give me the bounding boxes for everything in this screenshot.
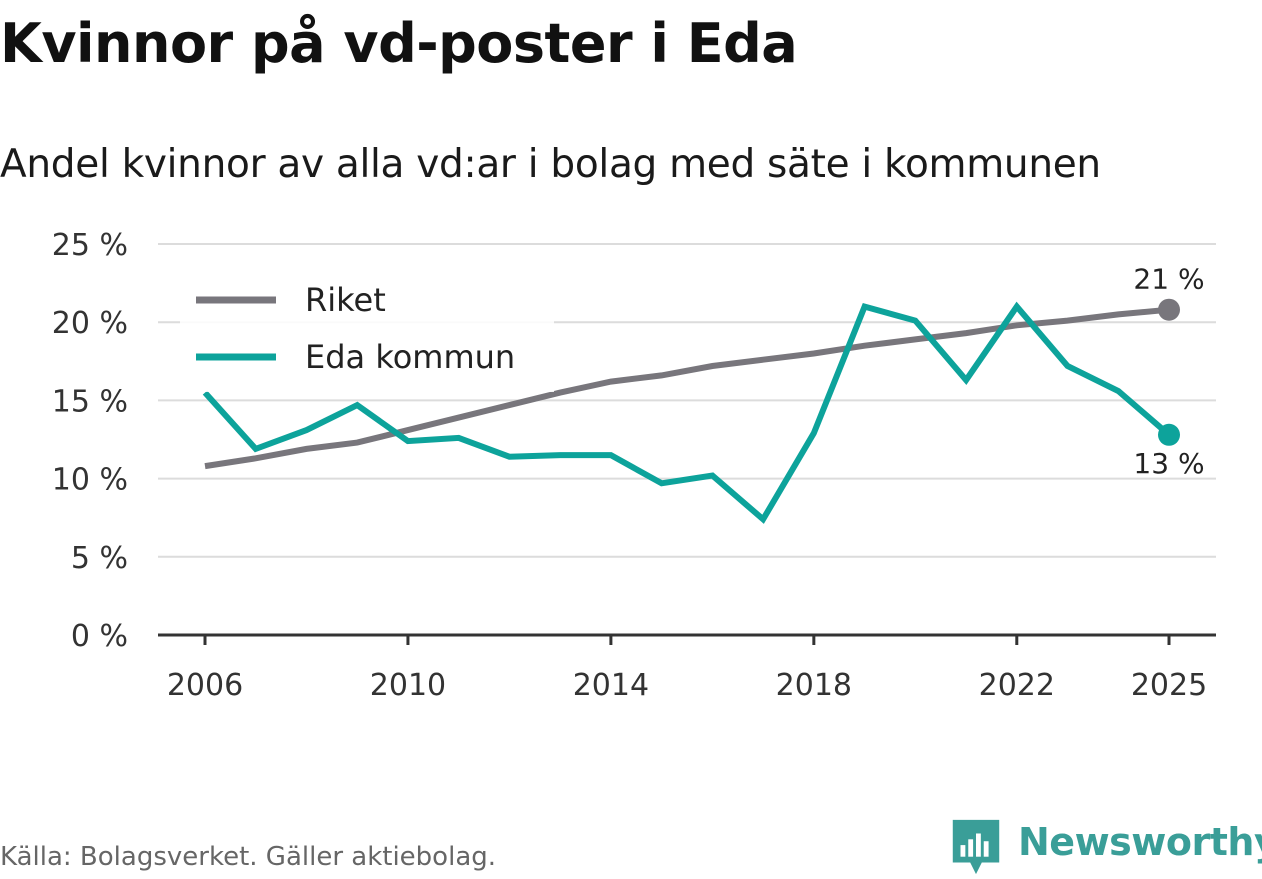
end-label-1: 13 % [1133,447,1204,480]
chart-subtitle: Andel kvinnor av alla vd:ar i bolag med … [0,142,1101,187]
series-end-point-1 [1158,423,1180,446]
x-tick-label: 2022 [979,668,1055,703]
x-tick-label: 2025 [1131,668,1207,703]
legend-label-1: Eda kommun [305,338,515,376]
y-axis: 0 % 5 % 10 % 15 % 20 % 25 % [52,228,128,654]
legend-label-0: Riket [305,281,386,319]
y-tick-label: 15 % [52,384,128,419]
series-end-point-0 [1158,298,1180,321]
series-line-1 [202,301,1171,524]
x-axis: 2006 2010 2014 2018 2022 2025 [158,633,1216,703]
end-label-0: 21 % [1133,263,1204,296]
brand-name: Newsworthy [1018,820,1262,864]
x-tick-label: 2006 [167,668,243,703]
y-tick-label: 5 % [71,541,128,576]
x-tick-label: 2010 [370,668,446,703]
source-note: Källa: Bolagsverket. Gäller aktiebolag. [0,842,497,872]
y-tick-label: 10 % [52,463,128,498]
x-tick-label: 2014 [573,668,649,703]
y-tick-label: 25 % [52,228,128,263]
x-tick-label: 2018 [776,668,852,703]
chart-title: Kvinnor på vd-poster i Eda [0,12,798,75]
legend-box [180,272,554,392]
series-line-0 [204,306,1170,470]
y-tick-label: 20 % [52,306,128,341]
y-tick-label: 0 % [71,619,128,654]
legend: Riket Eda kommun [180,272,554,392]
newsworthy-logo-icon [952,819,1000,875]
end-labels: 21 % 13 % [1130,260,1207,483]
series-layer [202,298,1180,524]
